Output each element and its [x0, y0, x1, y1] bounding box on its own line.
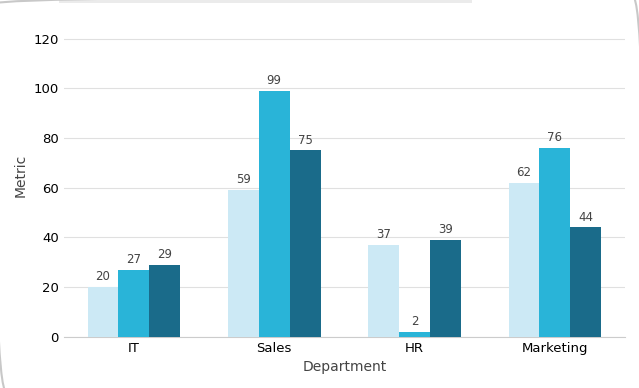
- Text: 59: 59: [236, 173, 250, 187]
- Text: 29: 29: [157, 248, 173, 261]
- Text: 44: 44: [578, 211, 593, 224]
- Text: 2: 2: [411, 315, 419, 328]
- Text: 39: 39: [438, 223, 453, 236]
- Text: 76: 76: [548, 131, 562, 144]
- Bar: [539, 148, 571, 337]
- Text: 37: 37: [376, 228, 391, 241]
- Text: 20: 20: [96, 270, 111, 283]
- Bar: [118, 270, 150, 337]
- Text: 62: 62: [516, 166, 532, 179]
- Bar: [228, 190, 259, 337]
- Legend: JAN, FEB, MAR: JAN, FEB, MAR: [468, 0, 619, 2]
- Bar: [430, 240, 461, 337]
- X-axis label: Department: Department: [302, 360, 387, 374]
- Bar: [88, 287, 118, 337]
- Bar: [259, 91, 289, 337]
- Bar: [368, 245, 399, 337]
- Text: 75: 75: [298, 134, 312, 147]
- Text: 27: 27: [127, 253, 141, 266]
- Y-axis label: Metric: Metric: [14, 154, 28, 197]
- Text: 99: 99: [266, 74, 282, 87]
- Bar: [289, 151, 321, 337]
- Bar: [509, 183, 539, 337]
- Bar: [571, 227, 601, 337]
- Bar: [150, 265, 180, 337]
- Bar: [399, 332, 430, 337]
